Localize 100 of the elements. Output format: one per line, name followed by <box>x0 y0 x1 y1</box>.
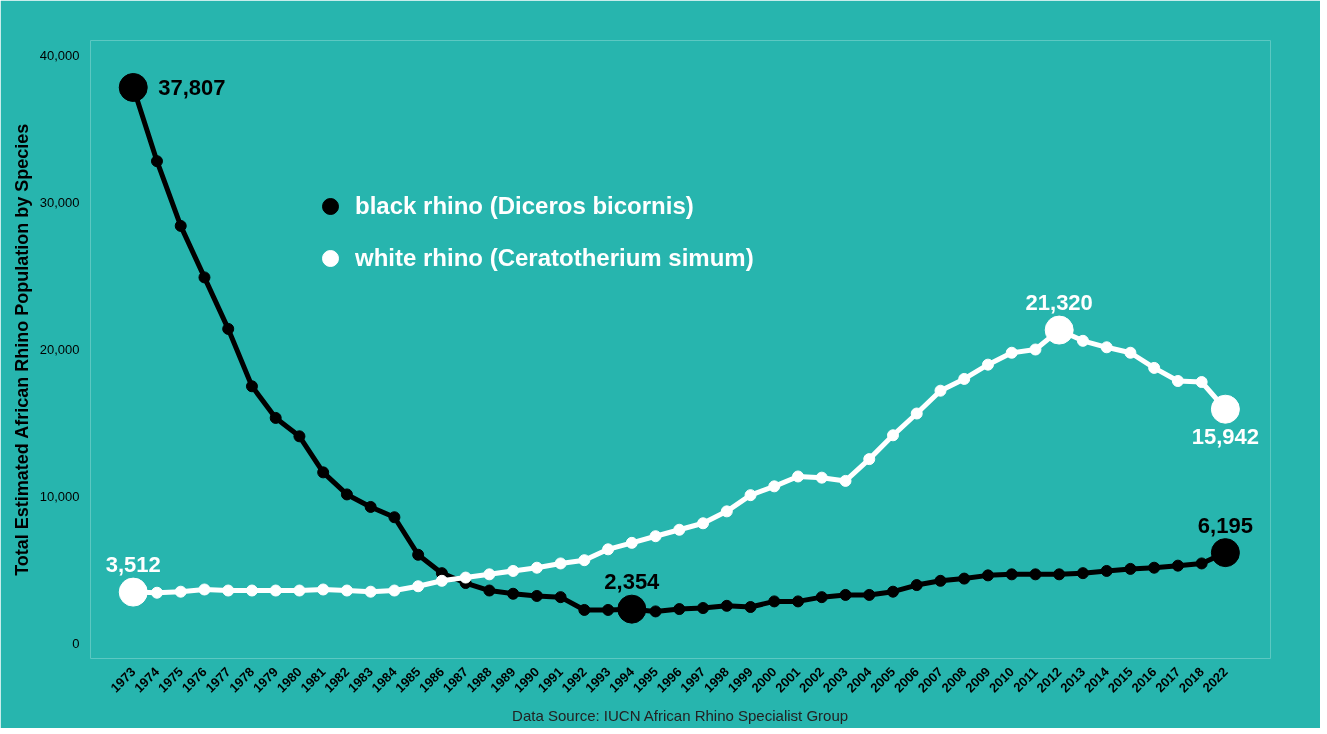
point <box>815 471 828 484</box>
point <box>388 511 401 524</box>
point <box>245 584 258 597</box>
point <box>720 505 733 518</box>
legend-label: black rhino (Diceros bicornis) <box>355 192 694 220</box>
point <box>863 453 876 466</box>
point <box>340 584 353 597</box>
data-label: 37,807 <box>158 74 226 100</box>
point <box>483 584 496 597</box>
point <box>792 595 805 608</box>
point <box>1029 343 1042 356</box>
point <box>554 557 567 570</box>
data-label: 3,512 <box>105 552 161 578</box>
point <box>649 530 662 543</box>
source-note: Data Source: IUCN African Rhino Specialist Group <box>512 706 849 724</box>
point <box>1005 568 1018 581</box>
point <box>720 599 733 612</box>
point <box>1005 346 1018 359</box>
point <box>198 271 211 284</box>
point <box>1171 375 1184 387</box>
point <box>412 548 425 561</box>
point <box>364 500 377 513</box>
point <box>269 411 282 424</box>
point <box>245 380 258 393</box>
point <box>578 603 591 616</box>
point <box>886 585 899 598</box>
point <box>317 466 330 479</box>
point <box>1076 567 1089 580</box>
point <box>625 536 638 549</box>
point <box>697 517 710 530</box>
point <box>293 430 306 443</box>
point <box>958 372 971 385</box>
point <box>174 585 187 598</box>
point <box>1171 559 1184 572</box>
point <box>1076 334 1089 347</box>
y-tick-label: 20,000 <box>39 342 80 357</box>
point <box>839 474 852 487</box>
point <box>673 603 686 616</box>
point <box>1148 561 1161 574</box>
point <box>507 587 520 600</box>
point <box>293 584 306 597</box>
point <box>388 584 401 597</box>
point <box>150 586 163 599</box>
point <box>1100 564 1113 577</box>
point <box>886 429 899 442</box>
point <box>578 554 591 567</box>
data-label: 2,354 <box>604 569 661 595</box>
point <box>317 583 330 596</box>
data-label: 6,195 <box>1197 512 1253 538</box>
point <box>910 579 923 592</box>
point <box>1195 557 1208 570</box>
point <box>602 543 615 556</box>
point <box>483 568 496 581</box>
point <box>459 571 472 584</box>
point <box>815 591 828 604</box>
point <box>150 155 163 168</box>
data-label: 15,942 <box>1191 424 1260 450</box>
point <box>1124 562 1137 575</box>
point <box>174 219 187 232</box>
y-tick-label: 30,000 <box>39 194 80 210</box>
point <box>364 585 377 598</box>
point <box>792 470 805 483</box>
point <box>602 603 615 616</box>
point <box>934 574 947 587</box>
point <box>768 595 781 608</box>
point <box>1195 376 1208 389</box>
y-tick-label: 40,000 <box>39 47 80 63</box>
point <box>1029 568 1042 581</box>
legend-label: white rhino (Ceratotherium simum) <box>355 244 754 272</box>
point <box>673 523 686 536</box>
point <box>958 572 971 585</box>
point <box>530 589 543 602</box>
point <box>981 569 994 582</box>
y-axis-title: Total Estimated African Rhino Population by Species <box>11 123 32 576</box>
point <box>649 605 662 618</box>
y-tick-label: 0 <box>72 636 80 652</box>
point <box>910 407 923 420</box>
point <box>222 322 235 335</box>
point <box>934 384 947 397</box>
point <box>768 480 781 493</box>
data-label: 21,320 <box>1025 290 1093 316</box>
point <box>697 602 710 615</box>
point <box>269 584 282 597</box>
point <box>435 574 448 587</box>
point <box>198 583 211 596</box>
point <box>981 358 994 371</box>
point <box>744 601 757 613</box>
point <box>744 489 757 502</box>
point <box>554 591 567 604</box>
point <box>1053 568 1066 581</box>
point <box>839 588 852 601</box>
y-tick-label: 10,000 <box>39 489 80 505</box>
point <box>530 561 543 574</box>
point <box>412 580 425 593</box>
point <box>507 564 520 577</box>
point <box>1124 346 1137 359</box>
point <box>340 488 353 501</box>
point <box>222 584 235 597</box>
point <box>1148 361 1161 374</box>
point <box>1100 341 1113 354</box>
